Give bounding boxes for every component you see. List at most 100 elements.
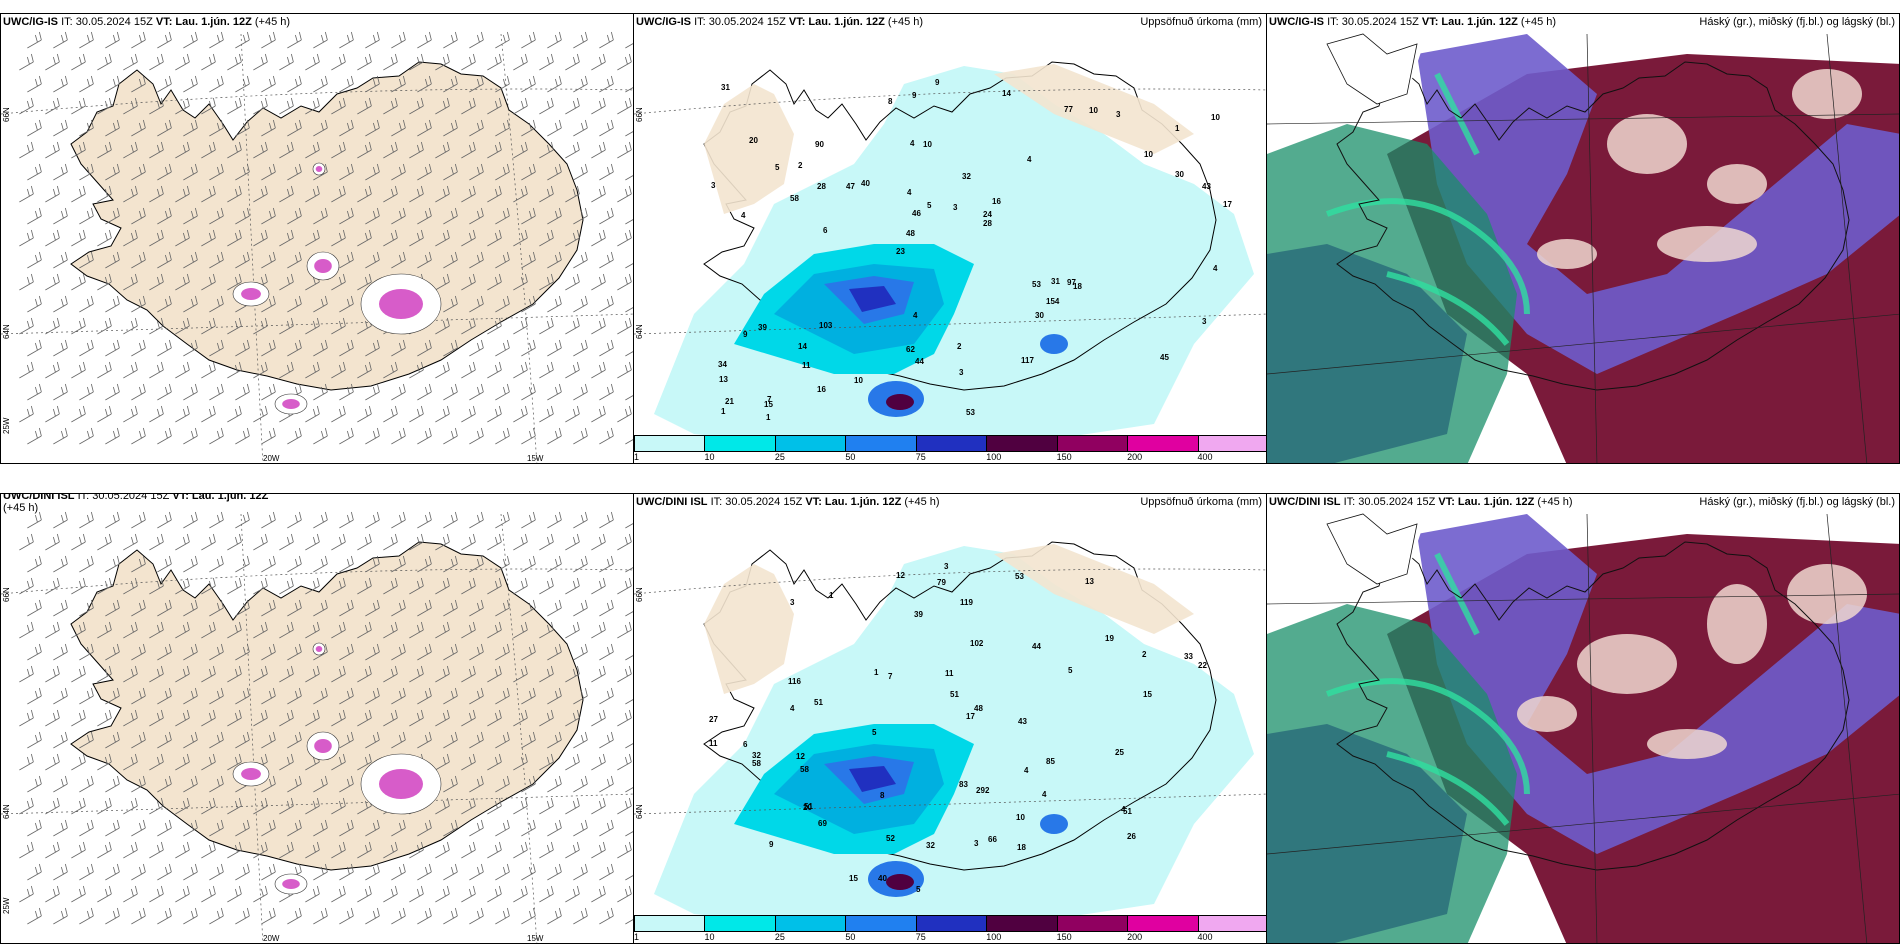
precip-value: 1 <box>766 413 771 422</box>
precip-value: 11 <box>945 669 954 678</box>
precip-value: 16 <box>992 197 1001 206</box>
precip-value: 4 <box>913 311 918 320</box>
clear-sky-patch <box>1577 634 1677 694</box>
precip-value: 43 <box>1018 717 1027 726</box>
precip-map-panel-2: UWC/DINI ISL IT: 30.05.2024 15Z VT: Lau.… <box>633 493 1267 944</box>
colorbar-segment <box>986 435 1058 452</box>
precip-value: 2 <box>957 342 962 351</box>
precip-value: 27 <box>709 715 718 724</box>
wind-barbs <box>19 511 633 925</box>
precip-value: 4 <box>1024 766 1029 775</box>
precip-value: 46 <box>912 209 921 218</box>
precip-value: 47 <box>846 182 855 191</box>
projection-lines <box>1267 513 1899 943</box>
precip-value: 116 <box>788 677 801 686</box>
precip-value: 7 <box>888 672 893 681</box>
colorbar-tick-label: 150 <box>1056 452 1072 462</box>
wind-map: 20W 15W 66N 64N 25W <box>1 31 633 463</box>
high-cloud-streaks <box>1325 72 1530 346</box>
precip-value: 32 <box>752 751 761 760</box>
precip-value: 53 <box>966 408 975 417</box>
precip-value: 24 <box>983 210 992 219</box>
precip-value: 6 <box>743 740 748 749</box>
precip-value: 51 <box>1123 807 1132 816</box>
clear-sky-patch <box>1537 239 1597 269</box>
precip-value: 103 <box>819 321 833 330</box>
precip-area-75 <box>849 766 896 792</box>
precip-value: 4 <box>907 188 912 197</box>
precip-value: 44 <box>915 357 924 366</box>
snow-precip-shape <box>241 768 261 780</box>
precip-value: 14 <box>798 342 807 351</box>
high-cloud-area <box>1267 724 1467 943</box>
precip-value: 3 <box>711 181 716 190</box>
clear-sky-patch <box>1787 564 1867 624</box>
precip-value: 117 <box>1021 356 1034 365</box>
coastline <box>1326 513 1418 585</box>
colorbar-tick-label: 75 <box>915 452 926 462</box>
precip-value: 77 <box>1064 105 1073 114</box>
clear-sky-patch <box>1707 164 1767 204</box>
precip-value: 5 <box>927 201 932 210</box>
colorbar-tick-label: 100 <box>986 452 1002 462</box>
precip-area-50 <box>1040 814 1068 834</box>
colorbar-segment <box>986 915 1058 932</box>
graticule <box>634 88 1266 335</box>
lat-label: 66N <box>635 107 644 122</box>
clear-sky-patch <box>1517 696 1577 732</box>
colorbar-segment <box>845 915 917 932</box>
precip-value: 40 <box>878 874 887 883</box>
wind-map-panel-2: UWC/DINI ISL IT: 30.05.2024 15Z VT: Lau.… <box>0 493 634 944</box>
precip-value: 16 <box>817 385 826 394</box>
colorbar-tick-label: 200 <box>1127 452 1143 462</box>
cloud-map-panel-1: UWC/IG-IS IT: 30.05.2024 15Z VT: Lau. 1.… <box>1266 13 1900 464</box>
precip-value: 31 <box>1051 277 1060 286</box>
precip-value: 9 <box>743 330 748 339</box>
lon-label: 15W <box>527 934 544 943</box>
precip-map: 66N64N4123474323940131110161820917533048… <box>634 61 1266 444</box>
precip-value: 51 <box>814 698 823 707</box>
precip-map-panel-1: UWC/IG-IS IT: 30.05.2024 15Z VT: Lau. 1.… <box>633 13 1267 464</box>
colorbar-tick-label: 25 <box>774 932 785 942</box>
dry-land-patch <box>704 84 794 214</box>
precip-value: 2 <box>1142 650 1147 659</box>
precip-value: 20 <box>749 136 758 145</box>
precip-value: 32 <box>962 172 971 181</box>
precip-value: 3 <box>1116 110 1121 119</box>
snow-precip-shape <box>314 259 332 273</box>
colorbar-tick-label: 200 <box>1127 932 1143 942</box>
precip-value: 10 <box>854 376 863 385</box>
precip-value: 51 <box>804 802 813 811</box>
precip-value: 8 <box>888 97 893 106</box>
panel-title: Háský (gr.), miðský (fj.bl.) og lágský (… <box>1699 16 1895 28</box>
colorbar-tick-label: 50 <box>845 452 856 462</box>
precip-value: 11 <box>802 361 811 370</box>
colorbar-segment <box>915 435 988 452</box>
precip-value: 1 <box>874 668 879 677</box>
panel-title: Uppsöfnuð úrkoma (mm) <box>1140 496 1262 508</box>
lat-label: 64N <box>2 324 11 339</box>
panel-header: UWC/IG-IS IT: 30.05.2024 15Z VT: Lau. 1.… <box>636 16 924 28</box>
precip-value: 19 <box>1105 634 1114 643</box>
lat-label: 25W <box>2 417 11 434</box>
clear-sky-patch <box>1647 729 1727 759</box>
iceland-outline <box>1336 541 1850 871</box>
colorbar-tick-label: 25 <box>774 452 785 462</box>
cloud-map-panel-2: UWC/DINI ISL IT: 30.05.2024 15Z VT: Lau.… <box>1266 493 1900 944</box>
precip-value: 4 <box>1042 790 1047 799</box>
clear-sky-patch <box>1707 584 1767 664</box>
precip-value: 33 <box>1184 652 1193 661</box>
lat-label: 66N <box>2 587 11 602</box>
precip-value: 15 <box>1143 690 1152 699</box>
clear-sky-patch <box>1792 69 1862 119</box>
clear-sky-patch <box>1657 226 1757 262</box>
precip-area-50 <box>1040 334 1068 354</box>
precip-value: 17 <box>966 712 975 721</box>
graticule <box>1 513 633 943</box>
precip-value: 1 <box>1175 124 1180 133</box>
iceland-land <box>70 61 584 391</box>
panel-title: Uppsöfnuð úrkoma (mm) <box>1140 16 1262 28</box>
precip-value: 5 <box>916 885 921 894</box>
wind-barbs <box>19 31 633 445</box>
precip-value: 9 <box>935 78 940 87</box>
